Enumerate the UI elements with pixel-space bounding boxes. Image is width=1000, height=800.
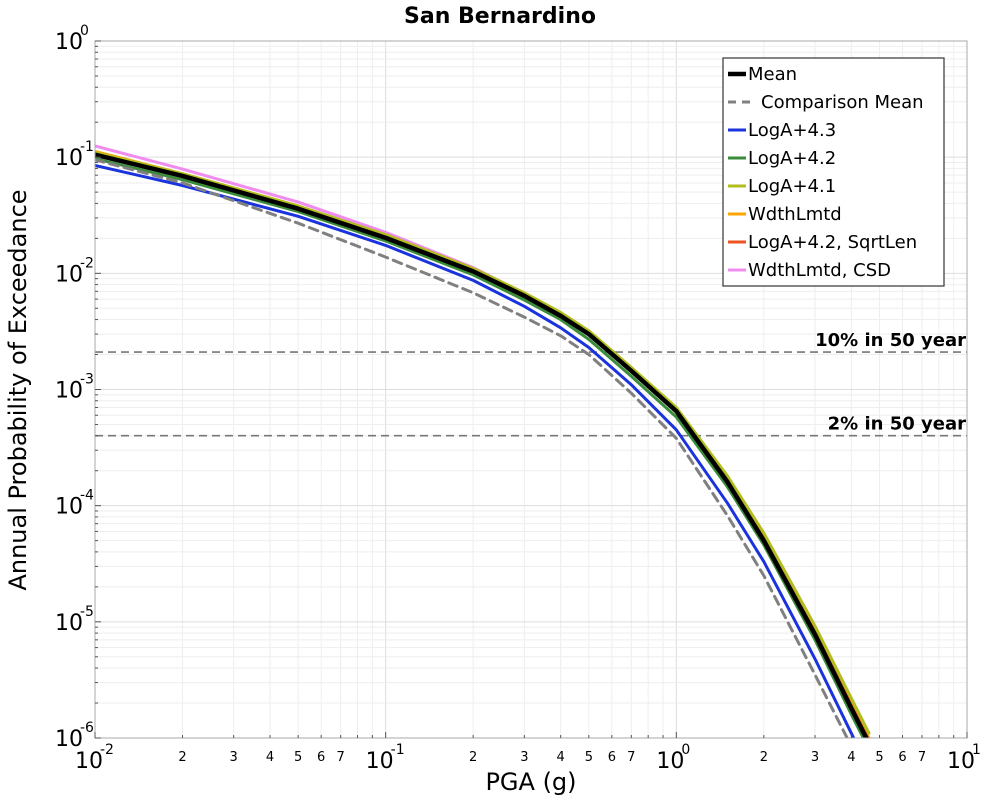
series-line-mean xyxy=(95,152,869,738)
y-tick-label-exp: -5 xyxy=(80,604,94,620)
y-tick-label-exp: -3 xyxy=(80,372,94,388)
x-tick-label-base: 10 xyxy=(947,749,975,774)
x-minor-tick-label: 6 xyxy=(898,750,906,765)
x-tick-label-base: 10 xyxy=(75,749,103,774)
legend-entry-label: Comparison Mean xyxy=(761,92,924,113)
legend-entry-label: Mean xyxy=(748,64,797,85)
y-tick-label-exp: -2 xyxy=(80,255,94,271)
x-minor-tick-label: 2 xyxy=(469,750,477,765)
legend-entry-label: WdthLmtd xyxy=(748,204,842,225)
x-minor-tick-label: 2 xyxy=(178,750,186,765)
series-layer xyxy=(95,144,871,738)
y-tick-label-base: 10 xyxy=(55,379,83,404)
series-line-loga-4-1 xyxy=(95,150,871,735)
x-minor-tick-label: 7 xyxy=(918,750,926,765)
grid-layer xyxy=(94,41,967,739)
x-minor-tick-label: 7 xyxy=(627,750,635,765)
series-line-comparison-mean xyxy=(95,158,849,738)
legend-entry-label: LogA+4.1 xyxy=(748,176,836,197)
series-line-loga-4-3 xyxy=(95,163,856,738)
x-minor-tick-label: 7 xyxy=(337,750,345,765)
x-tick-label-base: 10 xyxy=(656,749,684,774)
x-minor-tick-label: 5 xyxy=(875,750,883,765)
x-minor-tick-label: 4 xyxy=(557,750,565,765)
x-minor-tick-label: 3 xyxy=(811,750,819,765)
legend-box xyxy=(722,57,945,287)
y-axis-label: Annual Probability of Exceedance xyxy=(4,189,32,590)
chart-title: San Bernardino xyxy=(404,4,596,29)
x-axis-label: PGA (g) xyxy=(485,768,576,796)
x-minor-tick-label: 2 xyxy=(760,750,768,765)
x-tick-label-exp: 1 xyxy=(972,742,981,758)
x-tick-label-exp: -2 xyxy=(100,742,114,758)
y-tick-label-base: 10 xyxy=(55,146,83,171)
legend-entry-label: LogA+4.2 xyxy=(748,148,836,169)
reference-lines: 10% in 50 year 2% in 50 year xyxy=(95,330,967,437)
x-minor-tick-label: 4 xyxy=(847,750,855,765)
legend: Mean Comparison Mean LogA+4.3 LogA+4.2 LogA+… xyxy=(722,57,945,287)
reference-line-label: 10% in 50 year xyxy=(815,330,966,351)
x-tick-label-base: 10 xyxy=(366,749,394,774)
y-tick-label-exp: 0 xyxy=(80,23,89,39)
x-tick-label-exp: -1 xyxy=(391,742,405,758)
x-minor-tick-label: 6 xyxy=(317,750,325,765)
y-tick-label-exp: -6 xyxy=(80,720,94,736)
legend-entry-label: WdthLmtd, CSD xyxy=(748,260,891,281)
y-tick-label-exp: -4 xyxy=(80,488,94,504)
x-minor-tick-label: 4 xyxy=(266,750,274,765)
x-minor-tick-label: 3 xyxy=(520,750,528,765)
legend-entry-label: LogA+4.2, SqrtLen xyxy=(748,232,917,253)
y-tick-label-exp: -1 xyxy=(80,139,94,155)
x-minor-tick-label: 3 xyxy=(230,750,238,765)
y-tick-label-base: 10 xyxy=(55,262,83,287)
y-tick-label-base: 10 xyxy=(55,727,83,752)
x-minor-tick-label: 6 xyxy=(608,750,616,765)
x-tick-label-exp: 0 xyxy=(681,742,690,758)
series-line-loga-4-2 xyxy=(95,157,865,738)
reference-line-label: 2% in 50 year xyxy=(828,414,966,435)
y-tick-label-base: 10 xyxy=(55,495,83,520)
y-tick-label-base: 10 xyxy=(55,30,83,55)
x-minor-tick-label: 5 xyxy=(294,750,302,765)
legend-entry-label: LogA+4.3 xyxy=(748,120,836,141)
y-tick-label-base: 10 xyxy=(55,611,83,636)
x-minor-tick-label: 5 xyxy=(585,750,593,765)
